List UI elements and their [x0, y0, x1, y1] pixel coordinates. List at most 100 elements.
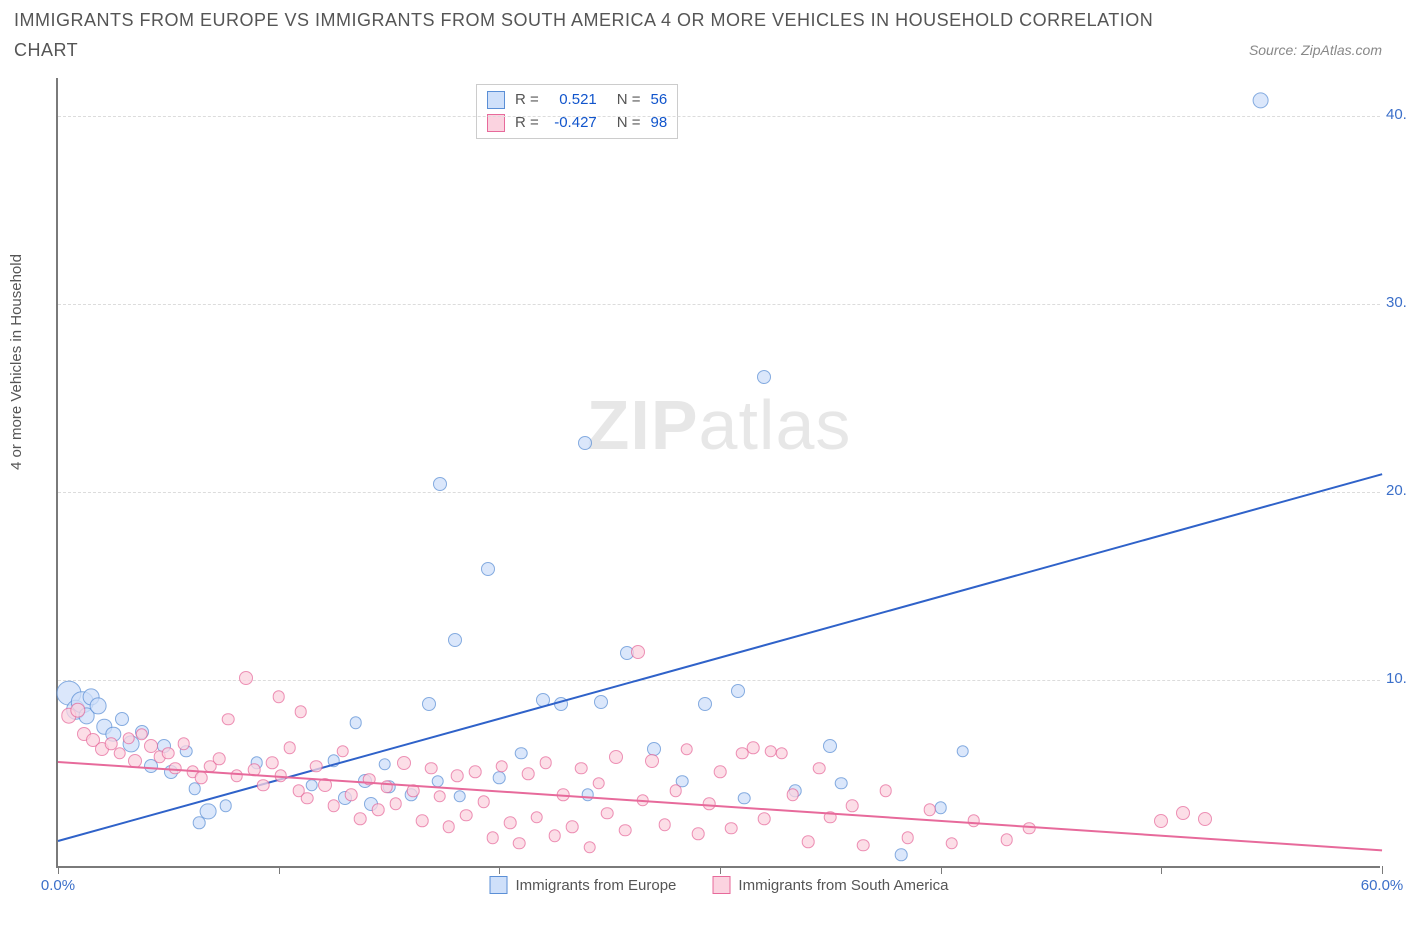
- scatter-point-europe: [1252, 92, 1269, 109]
- scatter-point-south_america: [213, 753, 226, 766]
- legend-r-label-europe: R =: [515, 89, 539, 112]
- bottom-swatch-sa: [712, 876, 730, 894]
- scatter-point-south_america: [513, 837, 526, 850]
- scatter-point-south_america: [1198, 812, 1212, 826]
- scatter-point-europe: [823, 739, 837, 753]
- xtick: [499, 866, 500, 874]
- scatter-point-south_america: [531, 811, 544, 824]
- ytick-label: 40.0%: [1386, 106, 1406, 123]
- scatter-point-europe: [835, 777, 848, 790]
- scatter-point-south_america: [566, 820, 579, 833]
- scatter-point-south_america: [813, 762, 826, 775]
- scatter-point-south_america: [522, 768, 535, 781]
- bottom-label-europe: Immigrants from Europe: [516, 877, 677, 894]
- scatter-point-south_america: [495, 760, 508, 773]
- scatter-point-europe: [738, 792, 751, 805]
- scatter-point-europe: [448, 633, 462, 647]
- chart-title-line2: CHART: [14, 40, 78, 61]
- scatter-point-south_america: [584, 841, 597, 854]
- watermark-atlas: atlas: [699, 386, 852, 464]
- scatter-point-europe: [189, 783, 202, 796]
- scatter-point-south_america: [1001, 833, 1014, 846]
- xtick: [1382, 866, 1383, 874]
- correlation-legend: R = 0.521 N = 56 R = -0.427 N = 98: [476, 84, 678, 139]
- scatter-point-south_america: [486, 832, 499, 845]
- scatter-point-south_america: [230, 769, 243, 782]
- scatter-point-south_america: [619, 824, 632, 837]
- scatter-point-south_america: [336, 745, 349, 758]
- scatter-point-south_america: [283, 741, 296, 754]
- chart-title-line1: IMMIGRANTS FROM EUROPE VS IMMIGRANTS FRO…: [14, 10, 1153, 31]
- scatter-point-south_america: [692, 828, 705, 841]
- scatter-point-south_america: [758, 813, 771, 826]
- scatter-point-south_america: [113, 747, 126, 760]
- bottom-swatch-europe: [490, 876, 508, 894]
- scatter-point-south_america: [272, 690, 285, 703]
- scatter-point-south_america: [354, 813, 367, 826]
- scatter-point-south_america: [714, 766, 727, 779]
- scatter-point-europe: [115, 712, 129, 726]
- scatter-point-europe: [219, 800, 232, 813]
- ytick-label: 20.0%: [1386, 482, 1406, 499]
- scatter-point-south_america: [1023, 822, 1036, 835]
- scatter-point-south_america: [539, 756, 552, 769]
- scatter-point-south_america: [609, 750, 623, 764]
- scatter-point-europe: [594, 695, 608, 709]
- gridline: [58, 304, 1380, 305]
- scatter-point-europe: [578, 436, 592, 450]
- y-axis-label: 4 or more Vehicles in Household: [8, 254, 25, 470]
- scatter-point-europe: [433, 477, 447, 491]
- scatter-point-south_america: [195, 771, 208, 784]
- xtick: [941, 866, 942, 874]
- bottom-legend-sa: Immigrants from South America: [712, 876, 948, 894]
- xtick: [1161, 866, 1162, 874]
- scatter-point-europe: [481, 562, 495, 576]
- scatter-point-south_america: [575, 762, 588, 775]
- scatter-point-south_america: [681, 743, 694, 756]
- xtick: [720, 866, 721, 874]
- bottom-legend: Immigrants from Europe Immigrants from S…: [490, 876, 949, 894]
- scatter-point-south_america: [601, 807, 614, 820]
- scatter-point-europe: [305, 779, 318, 792]
- scatter-point-south_america: [294, 705, 307, 718]
- scatter-point-europe: [515, 747, 528, 760]
- scatter-point-europe: [956, 745, 969, 758]
- scatter-point-south_america: [857, 839, 870, 852]
- scatter-point-south_america: [802, 835, 815, 848]
- scatter-point-south_america: [747, 741, 760, 754]
- scatter-point-south_america: [162, 747, 175, 760]
- scatter-point-south_america: [433, 790, 446, 803]
- scatter-point-south_america: [1154, 814, 1168, 828]
- scatter-point-south_america: [923, 803, 936, 816]
- ytick-label: 10.0%: [1386, 670, 1406, 687]
- scatter-point-south_america: [122, 732, 135, 745]
- scatter-point-south_america: [945, 837, 958, 850]
- scatter-point-europe: [934, 801, 947, 814]
- scatter-point-south_america: [469, 766, 482, 779]
- scatter-point-south_america: [416, 815, 429, 828]
- xtick: [279, 866, 280, 874]
- scatter-point-south_america: [1176, 806, 1190, 820]
- scatter-point-south_america: [631, 645, 645, 659]
- scatter-point-europe: [453, 790, 466, 803]
- scatter-point-south_america: [389, 798, 402, 811]
- scatter-point-south_america: [177, 737, 190, 750]
- scatter-point-south_america: [645, 754, 659, 768]
- legend-n-label-europe: N =: [617, 89, 641, 112]
- scatter-point-south_america: [670, 784, 683, 797]
- scatter-point-south_america: [460, 809, 473, 822]
- scatter-point-europe: [581, 788, 594, 801]
- xtick-label: 60.0%: [1361, 877, 1404, 894]
- scatter-point-europe: [698, 697, 712, 711]
- scatter-point-south_america: [239, 671, 253, 685]
- gridline: [58, 492, 1380, 493]
- scatter-point-south_america: [504, 816, 517, 829]
- scatter-point-south_america: [879, 784, 892, 797]
- scatter-point-europe: [731, 684, 745, 698]
- scatter-point-south_america: [310, 760, 323, 773]
- xtick-label: 0.0%: [41, 877, 75, 894]
- scatter-point-south_america: [478, 796, 491, 809]
- scatter-point-south_america: [901, 832, 914, 845]
- scatter-point-south_america: [266, 756, 279, 769]
- ytick-label: 30.0%: [1386, 294, 1406, 311]
